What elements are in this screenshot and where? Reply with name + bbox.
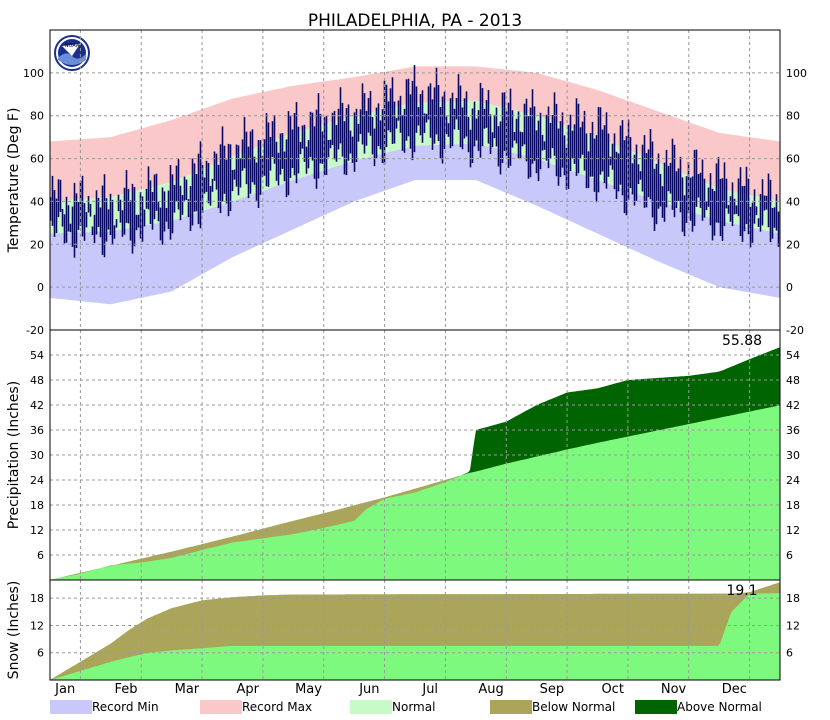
precip-ytick-left: 18 xyxy=(30,499,44,512)
precip-ytick-right: 30 xyxy=(786,449,800,462)
snow-ytick-left: 18 xyxy=(30,592,44,605)
month-label: Apr xyxy=(236,682,259,697)
actual-temp-bars xyxy=(49,65,780,258)
legend-swatch xyxy=(635,700,677,714)
precip-ytick-left: 12 xyxy=(30,524,44,537)
snow-frame xyxy=(49,579,781,681)
precip-ylabel: Precipitation (Inches) xyxy=(6,381,22,529)
temp-ytick-left: 60 xyxy=(30,153,44,166)
snow-ylabel: Snow (Inches) xyxy=(6,581,22,680)
month-label: Dec xyxy=(722,682,747,697)
month-label: Jan xyxy=(54,682,75,697)
precip-ytick-left: 6 xyxy=(37,549,44,562)
month-label: Feb xyxy=(115,682,138,697)
temp-ytick-left: 20 xyxy=(30,238,44,251)
temp-ytick-right: 100 xyxy=(786,67,807,80)
precip-grid xyxy=(50,330,780,580)
temp-ylabel: Temperature (Deg F) xyxy=(6,108,22,254)
temp-ytick-right: 80 xyxy=(786,110,800,123)
temp-ytick-left: 100 xyxy=(23,67,44,80)
snow-below-normal-area-top xyxy=(50,582,780,680)
temp-ytick-right: 0 xyxy=(786,281,793,294)
temp-ytick-left: 80 xyxy=(30,110,44,123)
temp-ytick-left: 0 xyxy=(37,281,44,294)
month-label: Mar xyxy=(175,682,200,697)
month-label: Oct xyxy=(601,682,623,697)
logo-text: NOAA xyxy=(65,43,80,49)
temp-grid xyxy=(50,30,780,330)
snow-ytick-left: 6 xyxy=(37,647,44,660)
precip-annotation: 55.88 xyxy=(722,333,762,349)
legend-label: Below Normal xyxy=(532,700,615,714)
temp-ytick-left: 40 xyxy=(30,195,44,208)
legend-swatch xyxy=(350,700,392,714)
month-axis: Jan Feb Mar Apr May Jun Jul Aug Sep Oct Nov Dec xyxy=(54,682,747,697)
record-max-area xyxy=(50,66,780,202)
temp-ytick-right: -20 xyxy=(786,324,804,337)
temp-ytick-right: 20 xyxy=(786,238,800,251)
temp-ytick-left: -20 xyxy=(26,324,44,337)
temp-ytick-right: 40 xyxy=(786,195,800,208)
month-label: Jul xyxy=(421,682,438,697)
precipitation-panel: 6 6 12 12 18 18 24 24 30 30 36 36 42 42 48 48 54 54 Precip… xyxy=(6,329,800,581)
noaa-logo: NOAA xyxy=(54,35,90,71)
chart-title: PHILADELPHIA, PA - 2013 xyxy=(308,11,522,31)
snow-grid xyxy=(50,580,780,680)
precip-ytick-left: 54 xyxy=(30,349,44,362)
legend-swatch xyxy=(200,700,242,714)
precip-ytick-left: 48 xyxy=(30,374,44,387)
snow-ytick-right: 18 xyxy=(786,592,800,605)
precip-ytick-right: 54 xyxy=(786,349,800,362)
month-label: Sep xyxy=(540,682,565,697)
month-label: Nov xyxy=(661,682,687,697)
precip-ytick-left: 36 xyxy=(30,424,44,437)
month-label: Aug xyxy=(478,682,503,697)
precip-ytick-right: 6 xyxy=(786,549,793,562)
precip-ytick-left: 30 xyxy=(30,449,44,462)
legend-label: Above Normal xyxy=(677,700,762,714)
precip-ytick-right: 12 xyxy=(786,524,800,537)
legend-label: Normal xyxy=(392,700,435,714)
snow-ytick-right: 6 xyxy=(786,647,793,660)
snow-annotation: 19.1 xyxy=(726,583,757,599)
precip-normal-line-area xyxy=(50,405,780,580)
legend-label: Record Max xyxy=(242,700,312,714)
precip-ytick-right: 36 xyxy=(786,424,800,437)
legend-label: Record Min xyxy=(92,700,159,714)
legend: Record Min Record Max Normal Below Normal Ab… xyxy=(50,700,762,714)
normal-range-area xyxy=(50,100,780,234)
precip-ytick-right: 48 xyxy=(786,374,800,387)
snow-ytick-right: 12 xyxy=(786,619,800,632)
snow-ytick-left: 12 xyxy=(30,619,44,632)
precip-ytick-right: 42 xyxy=(786,399,800,412)
temp-ytick-right: 60 xyxy=(786,153,800,166)
month-label: Jun xyxy=(358,682,379,697)
snow-panel: 6 6 12 12 18 18 Snow (Inches) 19.1 xyxy=(6,579,800,681)
temperature-panel: -20 -20 0 0 20 20 40 40 60 60 80 80 100 100 Temperatur… xyxy=(6,29,807,337)
precip-ytick-left: 42 xyxy=(30,399,44,412)
precip-ytick-right: 24 xyxy=(786,474,800,487)
precip-ytick-left: 24 xyxy=(30,474,44,487)
legend-swatch xyxy=(50,700,92,714)
precip-ytick-right: 18 xyxy=(786,499,800,512)
legend-swatch xyxy=(490,700,532,714)
month-label: May xyxy=(295,682,322,697)
